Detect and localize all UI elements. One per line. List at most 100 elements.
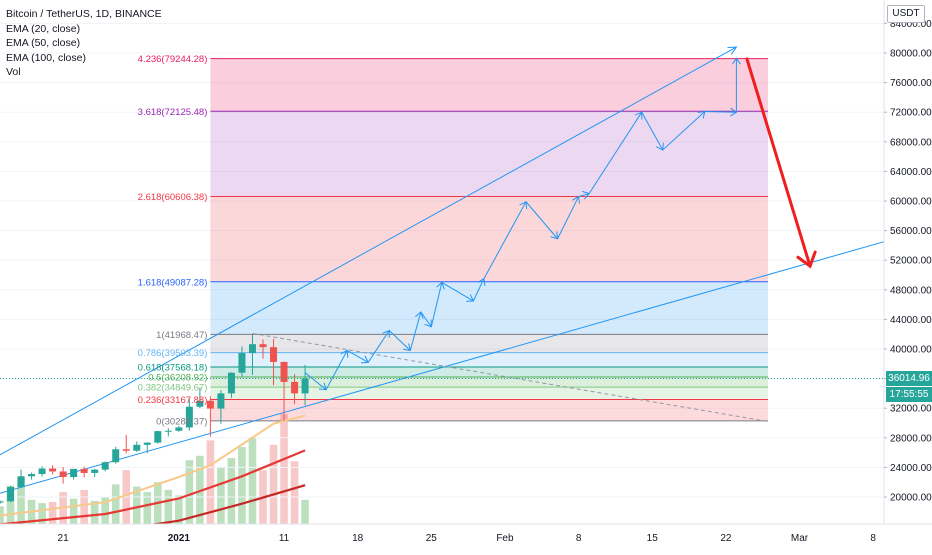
price-tick-label: 40000.00	[890, 345, 932, 356]
time-tick-label: 22	[720, 533, 732, 544]
price-tick-label: 56000.00	[890, 226, 932, 237]
candle-body	[280, 361, 288, 382]
fib-band	[210, 377, 768, 388]
volume-bar	[143, 492, 152, 524]
legend-ema-20[interactable]: EMA (20, close)	[6, 22, 81, 35]
fib-band	[210, 399, 768, 421]
legend-volume[interactable]: Vol	[6, 66, 21, 78]
fib-label-2.618: 2.618(60606.38)	[138, 192, 208, 203]
volume-bar	[196, 455, 204, 524]
candle-body	[143, 442, 151, 445]
candle-body	[70, 468, 78, 478]
trendline-1	[0, 47, 736, 456]
time-axis	[0, 524, 932, 550]
price-tick-label: 76000.00	[890, 78, 932, 89]
volume-bar	[217, 466, 225, 524]
last-price-tag: 36014.96	[886, 371, 932, 386]
candle-body	[206, 400, 214, 409]
fib-band	[210, 387, 768, 400]
fib-band	[210, 334, 768, 353]
price-axis	[884, 0, 932, 524]
price-tick-label: 52000.00	[890, 256, 932, 267]
legend-symbol[interactable]: Bitcoin / TetherUS, 1D, BINANCE	[6, 8, 162, 20]
volume-bar	[80, 489, 88, 524]
fib-label-1.618: 1.618(49087.28)	[138, 277, 208, 288]
projection-segment	[325, 349, 349, 390]
price-tick-label: 72000.00	[890, 108, 932, 119]
volume-bar	[17, 477, 25, 524]
volume-bar	[38, 503, 46, 524]
projection-segment	[472, 277, 486, 302]
projection-segment	[441, 281, 475, 302]
candle-body	[91, 469, 99, 473]
volume-bar	[48, 502, 57, 524]
volume-bar	[301, 499, 309, 524]
candle-body	[217, 393, 225, 409]
volume-bar	[175, 495, 183, 524]
candle-body	[49, 468, 57, 472]
candle-body	[227, 372, 235, 394]
fib-label-4.236: 4.236(79244.28)	[138, 54, 208, 65]
fib-band	[210, 352, 768, 367]
candle-body	[80, 468, 88, 473]
currency-button[interactable]: USDT	[887, 5, 925, 23]
fib-label-0.236: 0.236(33167.88)	[138, 395, 208, 406]
time-tick-label: 11	[279, 533, 290, 544]
trendline-3	[252, 332, 769, 423]
projection-segment	[409, 311, 424, 351]
candle-body	[101, 462, 109, 470]
fib-label-3.618: 3.618(72125.48)	[138, 107, 208, 118]
candle-body	[28, 474, 36, 477]
projection-segment	[367, 329, 390, 363]
price-tick-label: 32000.00	[890, 404, 932, 415]
volume-bar	[269, 444, 278, 524]
trendline-2	[0, 232, 916, 494]
fib-band	[210, 111, 768, 197]
price-tick-label: 64000.00	[890, 167, 932, 178]
fib-label-0.618: 0.618(37568.18)	[138, 362, 208, 373]
fib-label-0.786: 0.786(39503.39)	[138, 348, 208, 359]
bar-countdown: 17:55:55	[889, 389, 929, 400]
candle-body	[185, 406, 193, 428]
projection-segment	[420, 311, 432, 328]
projection-segment	[641, 111, 664, 151]
volume-bar	[280, 414, 288, 524]
volume-bar	[164, 489, 173, 524]
candle-body	[238, 353, 246, 373]
time-tick-label: 21	[58, 533, 70, 544]
projection-segment	[704, 107, 738, 117]
volume-bar	[206, 440, 215, 524]
legend-ema-100[interactable]: EMA (100, close)	[6, 51, 86, 64]
candle-body	[248, 344, 256, 354]
projection-segment	[304, 372, 327, 391]
fib-band	[210, 281, 768, 335]
volume-bar	[290, 461, 299, 524]
volume-bar	[6, 485, 15, 524]
price-tick-label: 28000.00	[890, 433, 932, 444]
candle-body	[301, 378, 309, 394]
candle-body	[7, 487, 15, 502]
time-tick-label: 18	[352, 533, 364, 544]
volume-bar	[101, 497, 109, 524]
bar-countdown-tag: 17:55:55	[886, 387, 932, 402]
fib-band	[210, 196, 768, 282]
candle-body	[291, 381, 299, 394]
volume-bar	[69, 498, 78, 524]
time-tick-label: Mar	[791, 533, 809, 544]
projection-segment	[662, 110, 706, 151]
projection-segment	[483, 200, 528, 279]
fib-band	[210, 366, 768, 378]
price-tick-label: 20000.00	[890, 493, 932, 504]
candle-body	[17, 476, 25, 488]
last-price-value: 36014.96	[888, 373, 930, 384]
time-tick-label: 25	[426, 533, 438, 544]
volume-bar	[185, 460, 194, 524]
price-tick-label: 68000.00	[890, 137, 932, 148]
ema-50-line	[0, 449, 306, 526]
price-tick-label: 44000.00	[890, 315, 932, 326]
price-tick-label: 84000.00	[890, 19, 932, 30]
legend-ema-50[interactable]: EMA (50, close)	[6, 37, 81, 49]
projection-segment	[578, 190, 590, 200]
